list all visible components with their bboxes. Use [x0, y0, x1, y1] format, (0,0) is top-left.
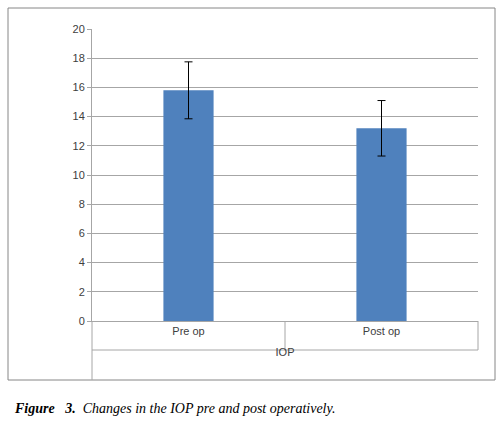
- svg-text:20: 20: [73, 23, 85, 35]
- svg-text:IOP: IOP: [276, 346, 295, 358]
- svg-text:12: 12: [73, 140, 85, 152]
- svg-text:4: 4: [79, 256, 85, 268]
- svg-text:Figure 3. Changes in the IO: Figure 3. Changes in the IOP pre and pos…: [14, 401, 335, 416]
- svg-text:Post op: Post op: [363, 325, 400, 337]
- svg-text:0: 0: [79, 315, 85, 327]
- svg-text:14: 14: [73, 110, 85, 122]
- svg-text:18: 18: [73, 52, 85, 64]
- svg-text:6: 6: [79, 227, 85, 239]
- svg-text:2: 2: [79, 286, 85, 298]
- svg-text:16: 16: [73, 81, 85, 93]
- svg-text:10: 10: [73, 169, 85, 181]
- svg-text:8: 8: [79, 198, 85, 210]
- svg-text:Pre op: Pre op: [172, 325, 204, 337]
